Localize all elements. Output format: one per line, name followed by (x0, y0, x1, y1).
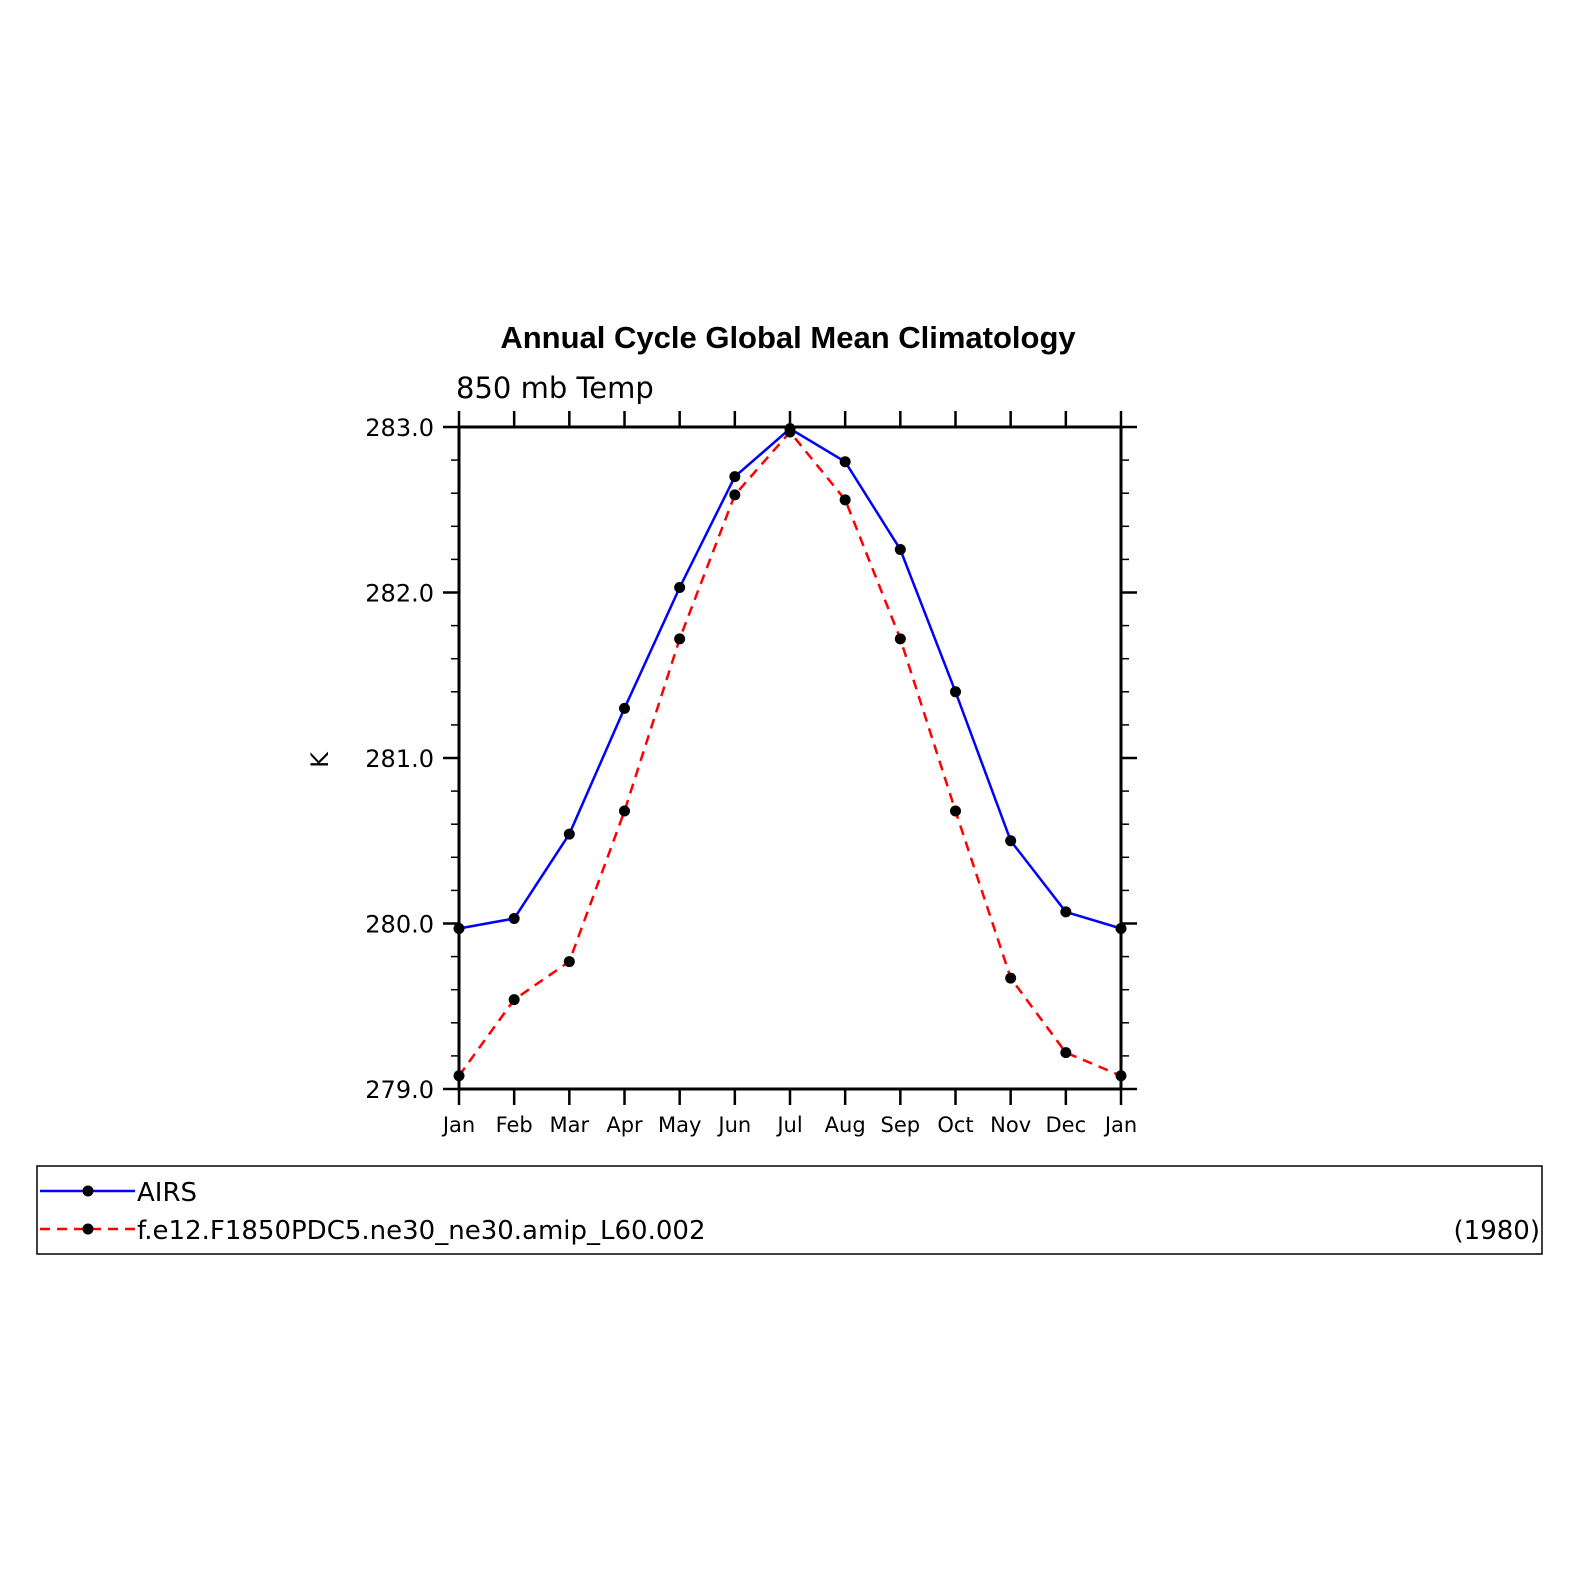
x-tick-label: Apr (606, 1113, 643, 1137)
y-axis-label: K (306, 751, 334, 768)
plot-frame (457, 425, 1123, 1091)
data-point (729, 489, 741, 501)
x-tick-label: Oct (937, 1113, 973, 1137)
x-tick-label: May (658, 1113, 701, 1137)
data-point (839, 456, 851, 468)
data-point (508, 913, 520, 925)
data-point (1060, 906, 1072, 918)
data-point (894, 543, 906, 555)
x-tick-label: Nov (990, 1113, 1031, 1137)
series-line (457, 430, 1122, 1077)
data-point (619, 702, 630, 714)
legend-note: (1980) (1454, 1216, 1540, 1246)
data-point (619, 805, 630, 817)
y-tick-label: 281.0 (365, 745, 434, 773)
data-point (453, 1070, 465, 1082)
x-tick-label: Mar (550, 1113, 590, 1137)
data-point (453, 922, 465, 934)
data-point (674, 582, 686, 594)
data-point (508, 994, 520, 1006)
data-point (729, 471, 741, 483)
data-point (839, 494, 851, 506)
x-tick-label: Jun (716, 1113, 751, 1137)
legend-marker (82, 1223, 94, 1235)
data-point (1005, 972, 1017, 984)
data-point (1060, 1047, 1072, 1059)
data-point (563, 956, 575, 968)
series-layer (453, 423, 1127, 1082)
legend: AIRS f.e12.F1850PDC5.ne30_ne30.amip_L60.0… (36, 1165, 1543, 1255)
x-tick-label: Dec (1046, 1113, 1087, 1137)
x-tick-label: Feb (496, 1113, 533, 1137)
legend-marker (82, 1185, 94, 1197)
x-tick-label: Jul (775, 1113, 802, 1137)
data-point (674, 633, 686, 645)
data-point (1115, 1070, 1127, 1082)
data-point (950, 686, 961, 698)
y-axis: 279.0 280.0 281.0 282.0 283.0 (365, 414, 1137, 1104)
data-point (1115, 922, 1127, 934)
legend-label: AIRS (137, 1178, 197, 1208)
y-tick-label: 283.0 (365, 414, 434, 442)
x-tick-label: Aug (825, 1113, 866, 1137)
plot-border (457, 425, 1123, 1091)
chart-title: Annual Cycle Global Mean Climatology (500, 320, 1076, 355)
data-point (1005, 835, 1017, 847)
data-point (784, 426, 796, 438)
x-tick-label: Jan (441, 1113, 475, 1137)
y-tick-label: 279.0 (365, 1076, 434, 1104)
x-axis: Jan Feb Mar Apr May Jun Jul Aug Sep Oct Nov Dec Jan (441, 411, 1137, 1137)
data-point (950, 805, 961, 817)
x-tick-label: Jan (1103, 1113, 1137, 1137)
y-tick-label: 280.0 (365, 911, 434, 939)
y-tick-label: 282.0 (365, 580, 434, 608)
chart-subtitle: 850 mb Temp (456, 371, 654, 405)
x-tick-label: Sep (881, 1113, 921, 1137)
legend-label: f.e12.F1850PDC5.ne30_ne30.amip_L60.002 (137, 1216, 705, 1246)
series-line (458, 427, 1122, 930)
data-point (563, 828, 575, 840)
legend-box (36, 1165, 1543, 1255)
data-point (894, 633, 906, 645)
